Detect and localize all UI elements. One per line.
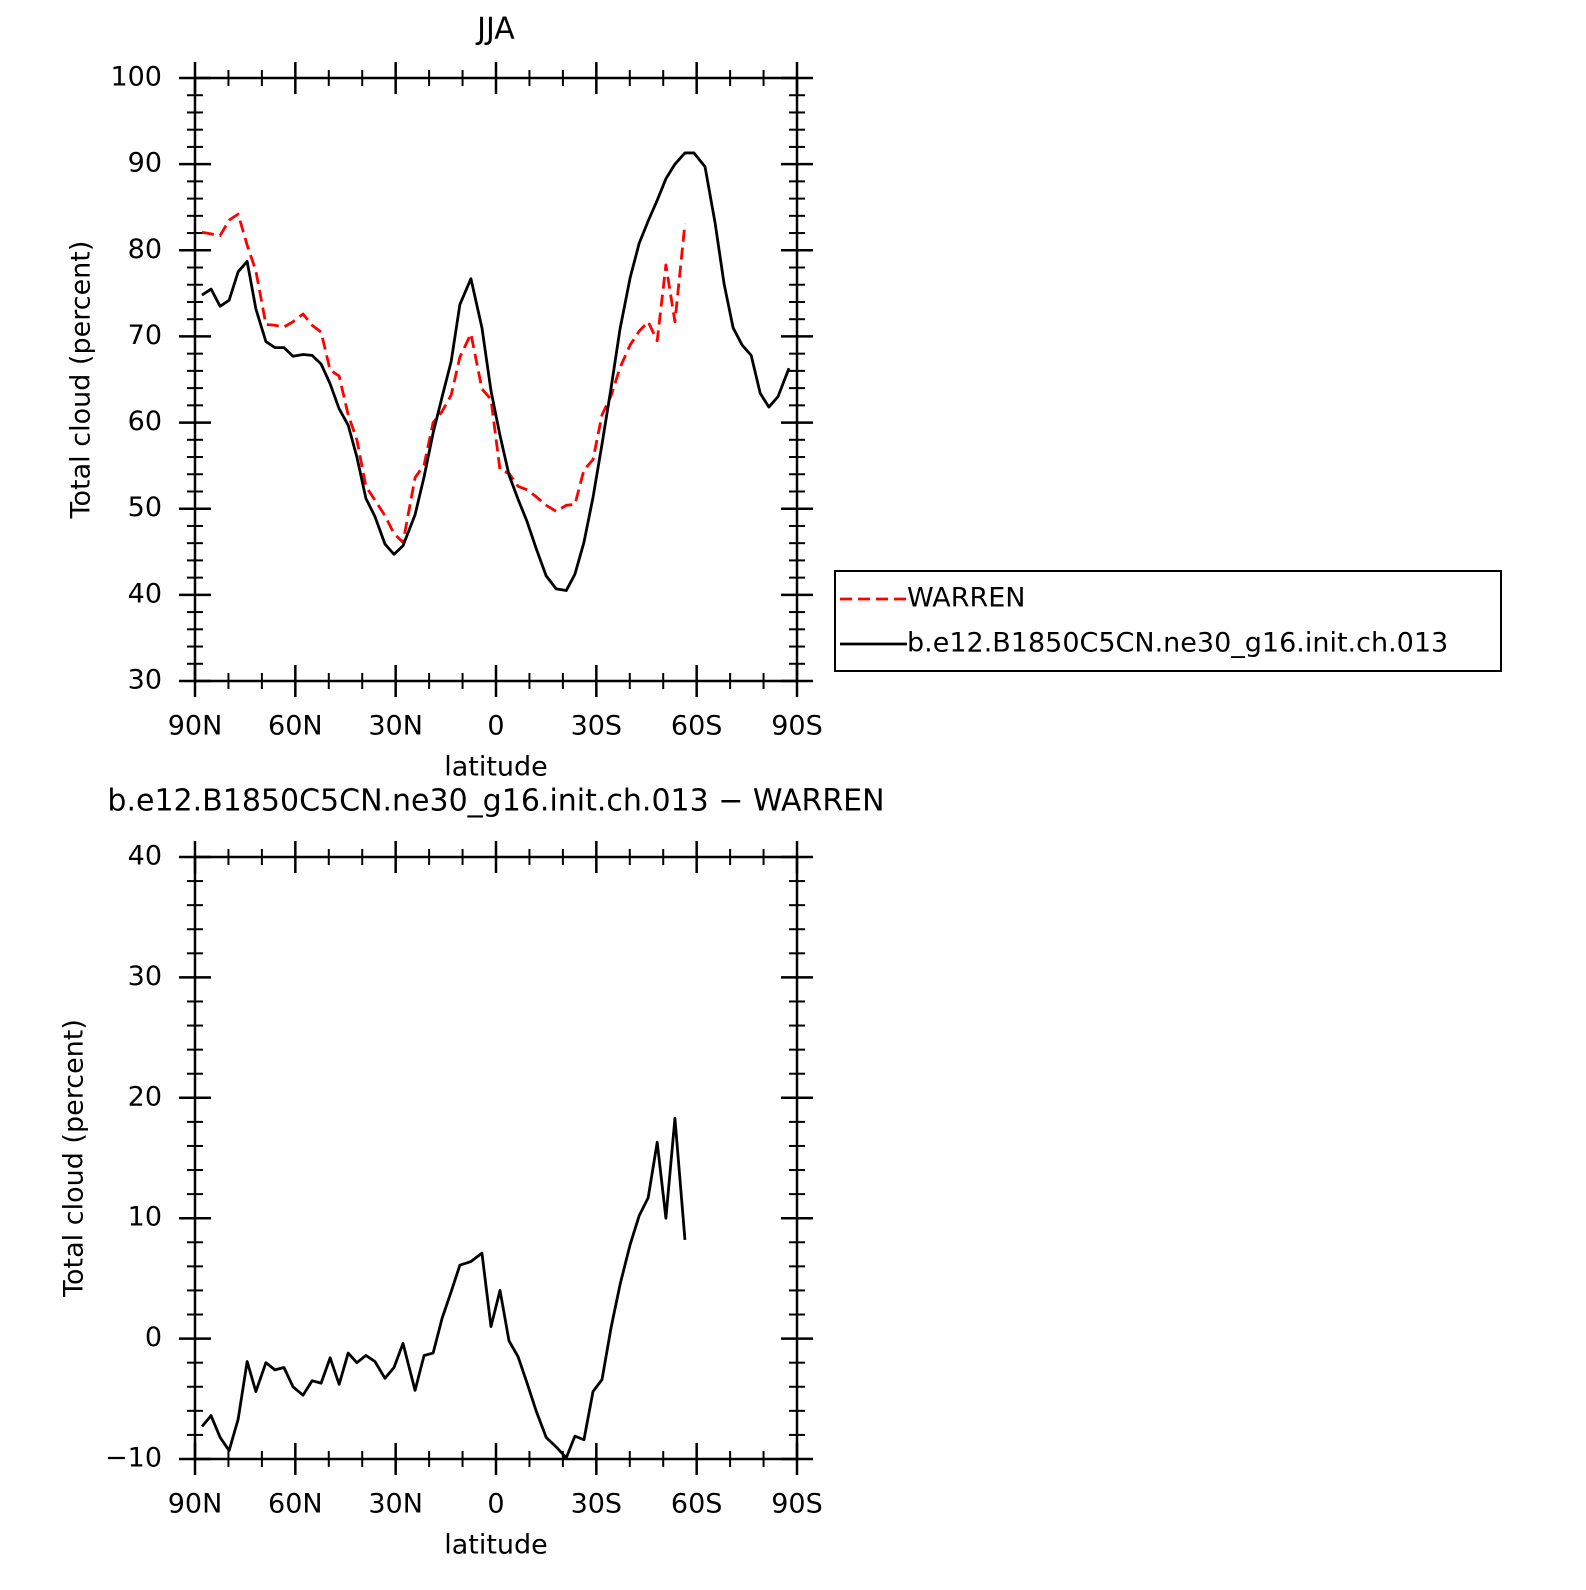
data-line bbox=[201, 151, 791, 592]
y-tick-label: 100 bbox=[110, 62, 162, 93]
y-tick-label: 0 bbox=[145, 1322, 162, 1353]
y-tick-label: 40 bbox=[128, 841, 162, 872]
x-tick-label: 90S bbox=[771, 711, 823, 742]
y-tick-label: 50 bbox=[128, 492, 162, 523]
x-tick-label: 60N bbox=[268, 1489, 323, 1520]
y-tick-label: 30 bbox=[128, 961, 162, 992]
y-tick-label: 90 bbox=[128, 148, 162, 179]
x-tick-label: 30S bbox=[571, 711, 623, 742]
data-line bbox=[201, 212, 687, 544]
x-tick-label: 90N bbox=[168, 1489, 223, 1520]
x-tick-label: 30N bbox=[368, 1489, 423, 1520]
x-axis-label: latitude bbox=[444, 752, 548, 783]
x-tick-label: 30S bbox=[571, 1489, 623, 1520]
y-tick-label: 80 bbox=[128, 234, 162, 265]
x-tick-label: 90N bbox=[168, 711, 223, 742]
y-tick-label: 30 bbox=[128, 665, 162, 696]
legend-label: WARREN bbox=[907, 583, 1025, 614]
chart-title: b.e12.B1850C5CN.ne30_g16.init.ch.013 − W… bbox=[107, 784, 884, 819]
legend-box bbox=[834, 570, 1502, 672]
y-axis-label: Total cloud (percent) bbox=[59, 1019, 90, 1298]
x-tick-label: 30N bbox=[368, 711, 423, 742]
y-tick-label: −10 bbox=[105, 1443, 162, 1474]
x-tick-label: 90S bbox=[771, 1489, 823, 1520]
y-axis-label: Total cloud (percent) bbox=[66, 241, 97, 520]
data-line bbox=[200, 1116, 687, 1460]
y-tick-label: 60 bbox=[128, 406, 162, 437]
y-tick-label: 10 bbox=[128, 1202, 162, 1233]
x-tick-label: 0 bbox=[487, 1489, 504, 1520]
y-tick-label: 40 bbox=[128, 578, 162, 609]
chart-title: JJA bbox=[475, 12, 515, 47]
legend-label: b.e12.B1850C5CN.ne30_g16.init.ch.013 bbox=[907, 628, 1448, 659]
y-tick-label: 70 bbox=[128, 320, 162, 351]
x-tick-label: 60N bbox=[268, 711, 323, 742]
x-tick-label: 60S bbox=[671, 1489, 723, 1520]
y-tick-label: 20 bbox=[128, 1081, 162, 1112]
x-tick-label: 0 bbox=[487, 711, 504, 742]
x-tick-label: 60S bbox=[671, 711, 723, 742]
x-axis-label: latitude bbox=[444, 1530, 548, 1561]
